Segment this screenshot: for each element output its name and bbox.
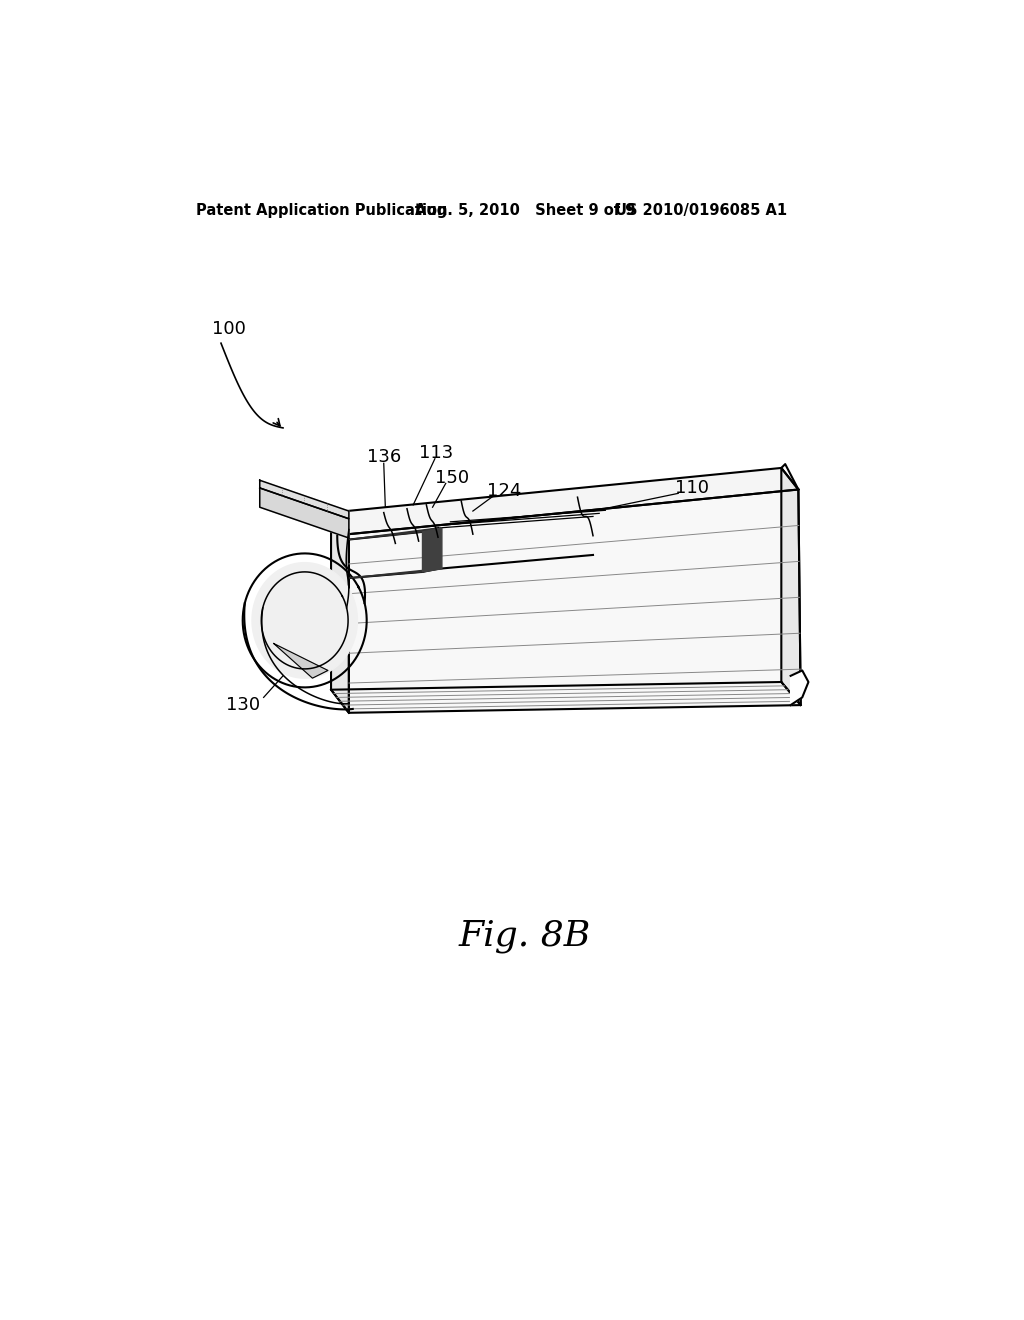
- Polygon shape: [273, 644, 328, 678]
- Text: Fig. 8B: Fig. 8B: [459, 919, 591, 953]
- Polygon shape: [423, 528, 442, 572]
- Text: US 2010/0196085 A1: US 2010/0196085 A1: [614, 203, 786, 218]
- Polygon shape: [260, 488, 349, 539]
- Polygon shape: [349, 569, 438, 578]
- Text: 124: 124: [486, 482, 521, 500]
- Polygon shape: [260, 480, 349, 519]
- Polygon shape: [252, 562, 357, 678]
- Text: 100: 100: [212, 321, 246, 338]
- Text: 136: 136: [367, 449, 400, 466]
- Polygon shape: [331, 512, 349, 713]
- Text: 110: 110: [675, 479, 710, 496]
- Polygon shape: [791, 671, 809, 705]
- Text: 113: 113: [419, 444, 454, 462]
- Polygon shape: [349, 528, 438, 540]
- Text: Patent Application Publication: Patent Application Publication: [197, 203, 447, 218]
- Text: Aug. 5, 2010   Sheet 9 of 9: Aug. 5, 2010 Sheet 9 of 9: [415, 203, 635, 218]
- Polygon shape: [349, 490, 801, 713]
- Polygon shape: [781, 469, 801, 705]
- Polygon shape: [331, 469, 799, 535]
- Text: 130: 130: [225, 696, 260, 714]
- Text: 150: 150: [435, 469, 469, 487]
